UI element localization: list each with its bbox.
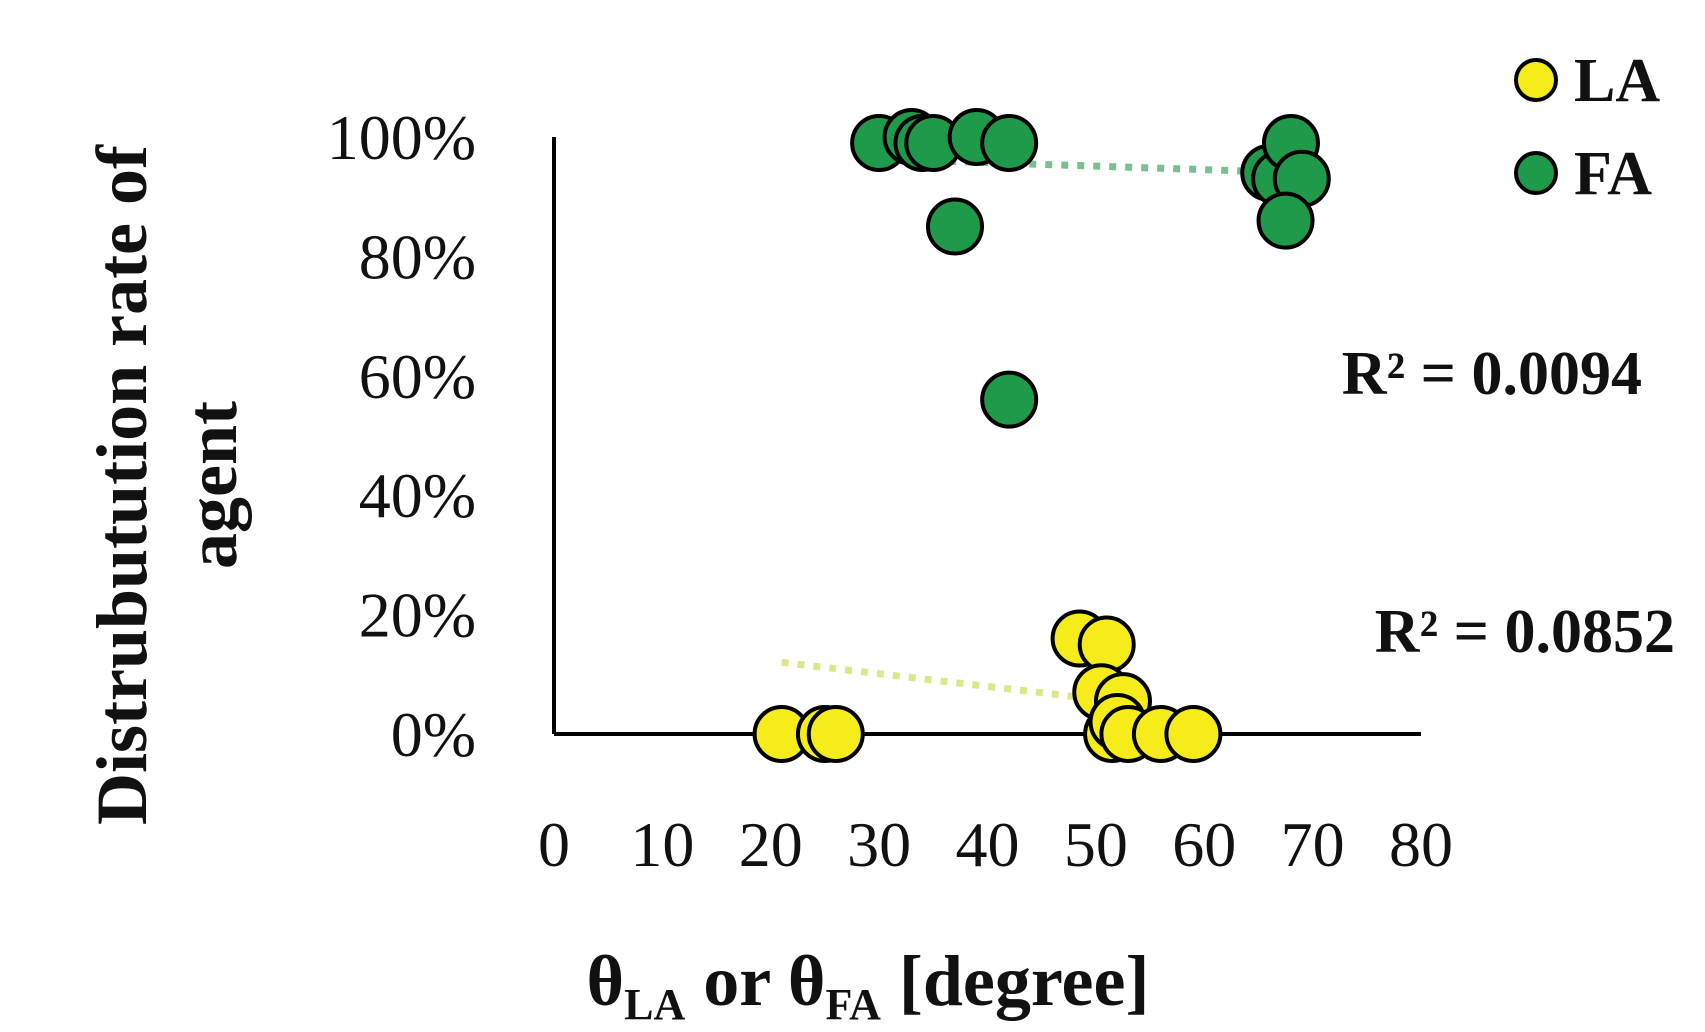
- legend: LA FA: [1514, 47, 1660, 208]
- x-axis-title-theta-1: θ: [587, 941, 625, 1021]
- y-tick-label-60: 60%: [359, 341, 476, 412]
- trendline-la: [781, 658, 1140, 708]
- x-axis-title-units: [degree]: [881, 941, 1150, 1021]
- x-tick-label-50: 50: [1064, 809, 1128, 880]
- x-tick-label-40: 40: [956, 809, 1020, 880]
- point-la-11: [1164, 705, 1223, 763]
- x-tick-label-0: 0: [538, 809, 570, 880]
- legend-marker-fa: [1514, 151, 1558, 195]
- y-tick-label-100: 100%: [327, 102, 476, 173]
- legend-marker-la: [1514, 58, 1558, 102]
- legend-label-la: LA: [1574, 47, 1660, 115]
- x-tick-label-80: 80: [1389, 809, 1453, 880]
- point-fa-6: [925, 197, 984, 256]
- x-axis-title-sub-fa: FA: [826, 980, 882, 1029]
- trendlines: [781, 157, 1302, 708]
- y-tick-label-40: 40%: [359, 460, 476, 531]
- legend-label-fa: FA: [1574, 140, 1652, 208]
- data-points: [752, 108, 1331, 763]
- x-axis-title-sub-la: LA: [624, 980, 685, 1029]
- y-tick-labels: 0% 20% 40% 60% 80% 100%: [327, 102, 476, 770]
- x-tick-label-70: 70: [1281, 809, 1345, 880]
- r2-label-fa: R² = 0.0094: [1342, 340, 1642, 408]
- x-axis-title-theta-2: θ: [788, 941, 826, 1021]
- y-tick-label-80: 80%: [359, 221, 476, 292]
- r2-label-la: R² = 0.0852: [1375, 598, 1675, 666]
- legend-item-la: LA: [1514, 47, 1660, 115]
- x-tick-labels: 0 10 20 30 40 50 60 70 80: [538, 809, 1453, 880]
- x-axis-title-or: or: [685, 941, 788, 1021]
- point-la-4: [1077, 615, 1136, 674]
- x-tick-label-60: 60: [1172, 809, 1236, 880]
- y-axis-title-line-1: Distrubutution rate of: [82, 144, 162, 825]
- y-axis-title-line-2: agent: [172, 401, 252, 569]
- x-tick-label-30: 30: [847, 809, 911, 880]
- axes: [552, 137, 1421, 736]
- x-tick-label-10: 10: [630, 809, 694, 880]
- y-tick-label-0: 0%: [391, 699, 476, 770]
- point-la-2: [806, 705, 865, 763]
- point-fa-12: [1256, 191, 1315, 250]
- y-tick-label-20: 20%: [359, 580, 476, 651]
- point-fa-5: [980, 113, 1039, 172]
- point-fa-7: [980, 370, 1039, 429]
- x-tick-label-20: 20: [739, 809, 803, 880]
- legend-item-fa: FA: [1514, 140, 1652, 208]
- x-axis-title: θLA or θFA [degree]: [587, 941, 1150, 1029]
- y-axis-title: Distrubutution rate of agent: [82, 144, 252, 825]
